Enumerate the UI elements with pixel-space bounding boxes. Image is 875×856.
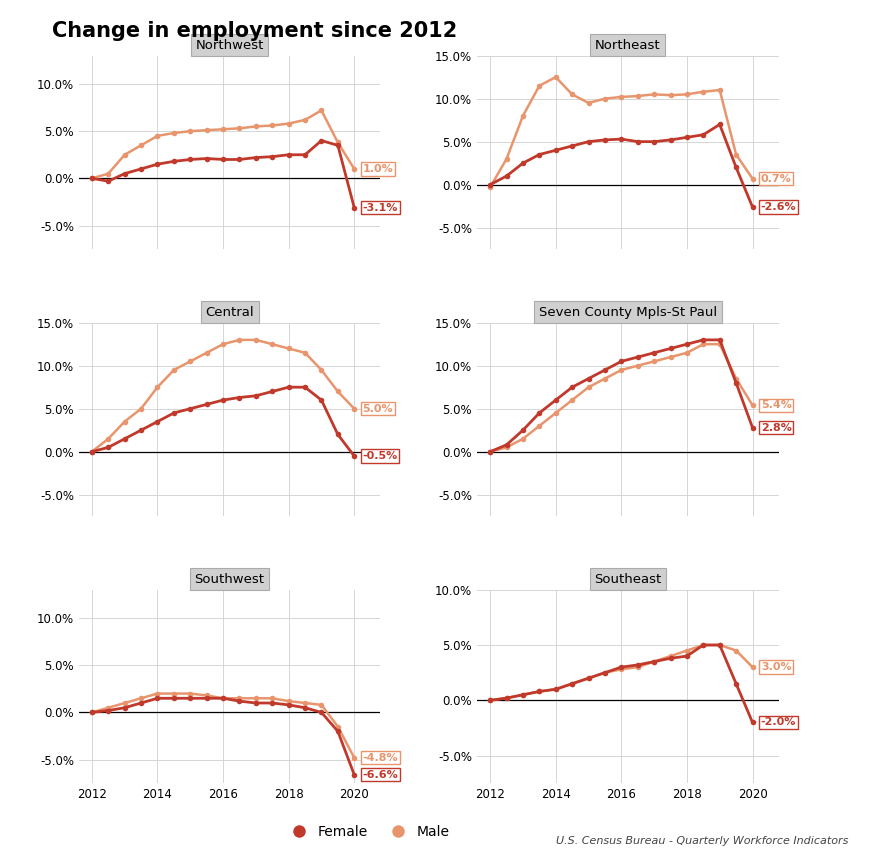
Text: -0.5%: -0.5% [362,451,398,461]
Text: -2.0%: -2.0% [761,717,796,728]
Title: Seven County Mpls-St Paul: Seven County Mpls-St Paul [539,306,717,318]
Text: -2.6%: -2.6% [761,202,796,212]
Title: Northwest: Northwest [195,39,263,51]
Text: 5.0%: 5.0% [362,404,393,413]
Text: Change in employment since 2012: Change in employment since 2012 [52,21,458,41]
Title: Northeast: Northeast [595,39,661,51]
Text: 1.0%: 1.0% [362,163,394,174]
Legend: Female, Male: Female, Male [280,820,455,845]
Title: Southeast: Southeast [594,573,662,586]
Text: 0.7%: 0.7% [761,174,792,184]
Text: -3.1%: -3.1% [362,203,398,212]
Text: 2.8%: 2.8% [761,423,792,432]
Text: 5.4%: 5.4% [761,401,792,410]
Title: Central: Central [206,306,254,318]
Text: 3.0%: 3.0% [761,663,792,672]
Text: -6.6%: -6.6% [362,770,398,780]
Title: Southwest: Southwest [194,573,264,586]
Text: -4.8%: -4.8% [362,752,398,763]
Text: U.S. Census Bureau - Quarterly Workforce Indicators: U.S. Census Bureau - Quarterly Workforce… [556,835,849,846]
